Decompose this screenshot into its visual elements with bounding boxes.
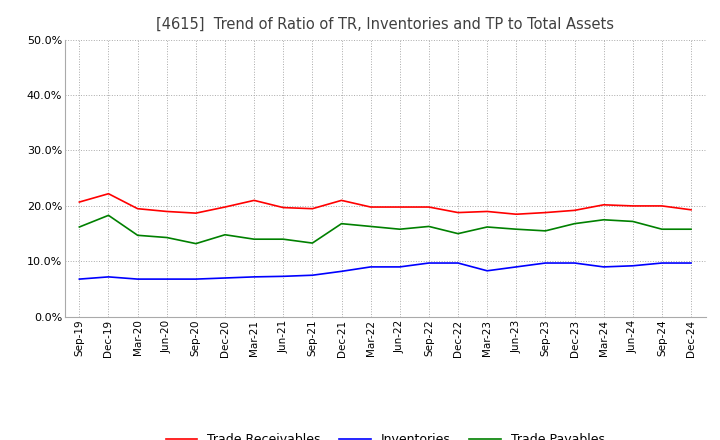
Line: Inventories: Inventories (79, 263, 691, 279)
Trade Payables (629, 219, 637, 224)
Trade Payables (541, 228, 550, 234)
Trade Payables (192, 241, 200, 246)
Trade Payables (308, 240, 317, 246)
Trade Receivables (570, 208, 579, 213)
Trade Receivables (133, 206, 142, 211)
Trade Payables (75, 224, 84, 230)
Trade Receivables (220, 205, 229, 210)
Inventories (308, 272, 317, 278)
Inventories (75, 276, 84, 282)
Trade Receivables (599, 202, 608, 207)
Trade Receivables (395, 205, 404, 210)
Inventories (279, 274, 287, 279)
Trade Payables (454, 231, 462, 236)
Inventories (483, 268, 492, 273)
Inventories (366, 264, 375, 270)
Inventories (541, 260, 550, 266)
Trade Payables (512, 227, 521, 232)
Inventories (454, 260, 462, 266)
Trade Receivables (279, 205, 287, 210)
Trade Receivables (512, 212, 521, 217)
Trade Payables (483, 224, 492, 230)
Trade Receivables (541, 210, 550, 215)
Inventories (629, 263, 637, 268)
Trade Payables (425, 224, 433, 229)
Trade Receivables (657, 203, 666, 209)
Trade Receivables (75, 199, 84, 205)
Trade Payables (104, 213, 113, 218)
Trade Receivables (483, 209, 492, 214)
Inventories (599, 264, 608, 270)
Trade Payables (250, 237, 258, 242)
Inventories (337, 269, 346, 274)
Trade Payables (599, 217, 608, 222)
Trade Receivables (104, 191, 113, 196)
Inventories (133, 276, 142, 282)
Trade Payables (687, 227, 696, 232)
Trade Receivables (687, 207, 696, 213)
Trade Payables (220, 232, 229, 238)
Trade Payables (570, 221, 579, 226)
Trade Receivables (192, 210, 200, 216)
Trade Payables (395, 227, 404, 232)
Trade Receivables (366, 205, 375, 210)
Trade Receivables (308, 206, 317, 211)
Trade Receivables (337, 198, 346, 203)
Trade Receivables (425, 205, 433, 210)
Inventories (687, 260, 696, 266)
Inventories (250, 274, 258, 279)
Inventories (570, 260, 579, 266)
Inventories (163, 276, 171, 282)
Inventories (192, 276, 200, 282)
Title: [4615]  Trend of Ratio of TR, Inventories and TP to Total Assets: [4615] Trend of Ratio of TR, Inventories… (156, 16, 614, 32)
Trade Payables (133, 233, 142, 238)
Inventories (395, 264, 404, 270)
Trade Receivables (629, 203, 637, 209)
Trade Payables (366, 224, 375, 229)
Trade Receivables (163, 209, 171, 214)
Trade Payables (657, 227, 666, 232)
Trade Receivables (454, 210, 462, 215)
Line: Trade Payables: Trade Payables (79, 215, 691, 244)
Inventories (220, 275, 229, 281)
Legend: Trade Receivables, Inventories, Trade Payables: Trade Receivables, Inventories, Trade Pa… (161, 429, 610, 440)
Trade Payables (279, 237, 287, 242)
Trade Receivables (250, 198, 258, 203)
Trade Payables (337, 221, 346, 226)
Inventories (104, 274, 113, 279)
Inventories (657, 260, 666, 266)
Inventories (512, 264, 521, 270)
Line: Trade Receivables: Trade Receivables (79, 194, 691, 214)
Inventories (425, 260, 433, 266)
Trade Payables (163, 235, 171, 240)
